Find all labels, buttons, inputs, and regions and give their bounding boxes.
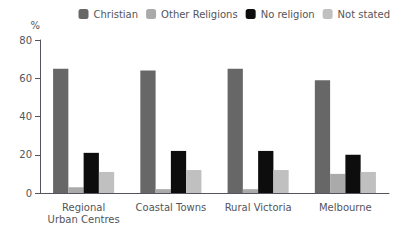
- svg-text:Urban Centres: Urban Centres: [48, 214, 120, 225]
- svg-text:Coastal Towns: Coastal Towns: [136, 202, 207, 213]
- svg-text:40: 40: [19, 111, 32, 122]
- svg-text:Not stated: Not stated: [338, 9, 390, 20]
- svg-text:Rural Victoria: Rural Victoria: [225, 202, 292, 213]
- svg-text:Other Religions: Other Religions: [161, 9, 238, 20]
- svg-text:%: %: [30, 20, 40, 31]
- svg-text:60: 60: [19, 73, 32, 84]
- svg-text:Christian: Christian: [94, 9, 139, 20]
- svg-text:Regional: Regional: [62, 202, 105, 213]
- svg-text:20: 20: [19, 149, 32, 160]
- svg-text:80: 80: [19, 35, 32, 46]
- svg-text:No religion: No religion: [261, 9, 315, 20]
- svg-text:0: 0: [26, 188, 32, 199]
- svg-text:Melbourne: Melbourne: [319, 202, 372, 213]
